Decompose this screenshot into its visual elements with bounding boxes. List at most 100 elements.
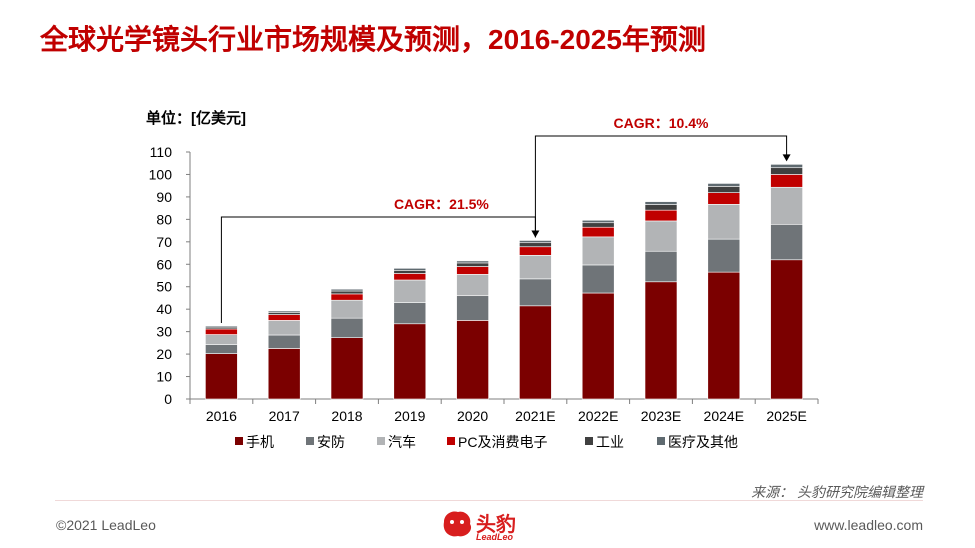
bar-segment (205, 353, 238, 400)
bar-segment (456, 266, 489, 275)
bar-segment (519, 305, 552, 400)
leadleo-logo: 头豹 LeadLeo (440, 504, 520, 546)
bar-segment (707, 192, 741, 205)
legend-swatch (306, 437, 314, 445)
bar-segment (393, 273, 427, 281)
bar-segment (205, 344, 238, 354)
logo-subtext: LeadLeo (476, 532, 514, 542)
cagr-arrowhead (782, 154, 791, 162)
cagr-bracket-line (534, 135, 788, 238)
legend-label: 医疗及其他 (668, 434, 738, 450)
source-note: 来源： 头豹研究院编辑整理 (751, 484, 923, 500)
bar-segment (707, 204, 741, 240)
bar-segment (707, 183, 741, 187)
bar-segment (581, 219, 615, 224)
bar-segment (770, 186, 803, 225)
bar-segment (581, 292, 615, 400)
y-tick-label: 110 (150, 144, 173, 160)
bar-segment (330, 299, 364, 319)
legend-label: 汽车 (388, 434, 416, 450)
bar-segment (581, 226, 615, 238)
bar-segment (519, 246, 552, 256)
bar-segment (330, 288, 364, 292)
bar-segment (205, 328, 238, 335)
bar-segment (707, 271, 741, 400)
cagr-label: CAGR：21.5% (394, 196, 489, 212)
bar-segment (456, 320, 489, 400)
bar-segment (770, 164, 803, 169)
legend-label: 工业 (596, 434, 624, 450)
x-tick-label: 2025E (766, 408, 806, 424)
legend-label: 安防 (317, 434, 345, 450)
x-tick-label: 2020 (457, 408, 488, 424)
bar-segment (707, 238, 741, 273)
legend-swatch (235, 437, 243, 445)
bar-segment (205, 334, 238, 345)
legend-label: PC及消费电子 (458, 434, 547, 450)
bar-segment (267, 348, 301, 400)
bar-segment (205, 325, 238, 328)
bar-segment (393, 279, 427, 303)
bar-segment (330, 293, 364, 301)
bar-segment (581, 236, 615, 266)
bar-segment (644, 220, 678, 252)
x-tick-label: 2024E (704, 408, 744, 424)
cagr-label: CAGR：10.4% (614, 115, 709, 131)
bar-segment (644, 204, 678, 211)
bar-segment (456, 262, 489, 267)
bar-segment (519, 242, 552, 248)
bar-segment (393, 302, 427, 325)
bar-segment (581, 222, 615, 228)
bar-segment (330, 337, 364, 400)
bar-segment (644, 209, 678, 222)
bar-segment (644, 201, 678, 205)
bar-segment (267, 334, 301, 349)
y-tick-label: 70 (156, 234, 172, 250)
bar-segment (267, 320, 301, 336)
y-tick-label: 50 (156, 279, 172, 295)
website-link[interactable]: www.leadleo.com (814, 517, 923, 533)
bar-segment (519, 254, 552, 280)
bar-segment (519, 240, 552, 244)
y-tick-label: 10 (156, 369, 172, 385)
x-tick-label: 2021E (515, 408, 555, 424)
legend-swatch (585, 437, 593, 445)
unit-label: 单位：[亿美元] (146, 110, 246, 127)
bar-segment (393, 268, 427, 271)
y-tick-label: 80 (156, 211, 172, 227)
legend-swatch (377, 437, 385, 445)
bar-segment (644, 281, 678, 400)
bar-segment (267, 312, 301, 315)
y-tick-label: 20 (156, 346, 172, 362)
legend-swatch (447, 437, 455, 445)
bar-segment (770, 167, 803, 175)
page-title: 全球光学镜头行业市场规模及预测，2016-2025年预测 (40, 24, 706, 55)
bar-segment (770, 224, 803, 261)
stacked-bar-chart: 0 10 20 30 40 50 60 70 80 90 100 110 2016 2017 2018 201… (149, 115, 819, 450)
y-tick-label: 100 (149, 166, 173, 182)
x-tick-label: 2023E (641, 408, 681, 424)
x-tick-label: 2019 (394, 408, 425, 424)
x-tick-label: 2016 (206, 408, 237, 424)
x-tick-label: 2018 (331, 408, 362, 424)
y-tick-label: 30 (156, 324, 172, 340)
copyright-text: ©2021 LeadLeo (56, 517, 156, 533)
footer-divider (55, 500, 923, 501)
y-tick-label: 60 (156, 256, 172, 272)
y-tick-label: 0 (164, 391, 172, 407)
bar-segment (330, 290, 364, 295)
bar-segment (644, 250, 678, 283)
bar-segment (267, 310, 301, 313)
bar-segment (393, 323, 427, 400)
y-tick-label: 90 (156, 189, 172, 205)
bar-segment (456, 295, 489, 321)
legend-label: 手机 (246, 434, 274, 450)
bar-segment (267, 314, 301, 321)
bar-segment (330, 317, 364, 338)
bar-segment (770, 259, 803, 400)
bar-segment (456, 260, 489, 264)
x-tick-label: 2017 (269, 408, 300, 424)
bar-segment (581, 264, 615, 294)
legend-swatch (657, 437, 665, 445)
x-tick-label: 2022E (578, 408, 618, 424)
